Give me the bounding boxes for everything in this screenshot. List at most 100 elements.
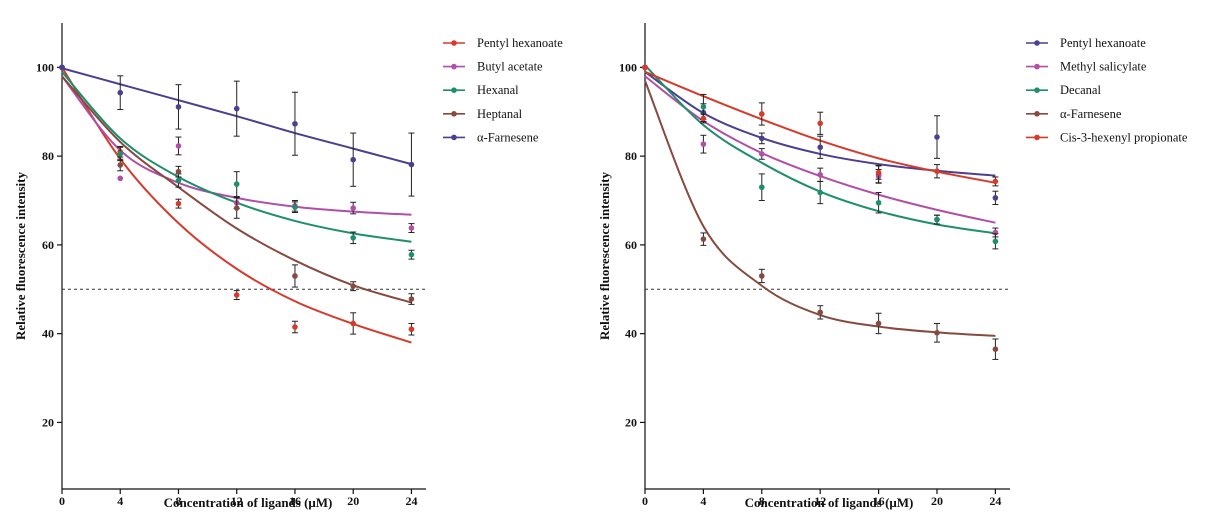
data-point [408,296,415,302]
data-point [759,151,765,157]
y-tick-label: 100 [36,60,54,74]
x-axis-label: Concentration of ligands (μM) [164,495,333,510]
legend-marker [1034,87,1040,93]
y-tick-label: 40 [625,327,637,341]
x-tick-label: 12 [814,494,826,508]
data-point [408,225,415,231]
data-point [700,141,707,147]
data-point [117,175,124,182]
data-point [700,115,707,122]
x-tick-label: 0 [642,494,648,508]
x-axis-label: Concentration of ligands (μM) [745,495,914,510]
legend-label: Pentyl hexanoate [477,36,563,50]
data-point [759,135,765,142]
data-point [934,134,940,140]
data-point [233,105,240,112]
legend-marker [451,87,457,93]
legend-label: α-Farnesene [477,130,539,144]
legend-marker [451,40,457,46]
x-tick-label: 4 [117,494,123,508]
data-point [408,161,415,168]
y-tick-label: 20 [625,415,637,429]
data-point [817,189,823,196]
legend-marker [451,63,457,70]
y-tick-label: 60 [42,238,54,252]
x-tick-label: 8 [759,494,765,508]
legend-label: Pentyl hexanoate [1060,36,1146,50]
data-point [117,151,124,157]
data-point [759,111,765,117]
data-point [875,169,882,176]
x-tick-label: 16 [289,494,301,508]
data-point [350,320,357,327]
data-point [175,177,182,184]
y-tick-label: 80 [42,149,54,163]
data-point [992,178,999,185]
data-point [759,273,765,279]
legend-label: Butyl acetate [477,60,543,74]
x-tick-label: 8 [175,494,181,508]
data-point [992,195,999,201]
data-point [408,251,415,258]
legend-label: Hexanal [477,83,519,97]
data-point [934,216,940,223]
legend-label: α-Farnesene [1060,107,1122,121]
data-point [292,120,298,127]
data-point [934,329,940,336]
data-point [175,104,182,110]
data-point [350,156,357,163]
data-point [875,199,882,206]
data-point [700,104,707,110]
data-point [408,326,415,333]
x-tick-label: 4 [700,494,706,508]
data-point [759,184,765,191]
legend-label: Methyl salicylate [1060,60,1147,74]
data-point [700,236,707,242]
data-point [175,168,182,175]
y-tick-label: 80 [625,149,637,163]
data-point [350,283,357,289]
data-point [934,168,940,175]
legend-marker [1034,40,1040,46]
y-tick-label: 40 [42,327,54,341]
data-point [59,64,65,71]
y-axis-label: Relative fluorescence intensity [597,172,612,340]
data-point [117,162,124,168]
data-point [817,144,823,151]
y-axis-label: Relative fluorescence intensity [13,172,28,340]
x-tick-label: 16 [873,494,885,508]
data-point [233,181,240,187]
x-tick-label: 20 [347,494,359,508]
data-point [642,64,648,71]
data-point [817,171,823,178]
y-tick-label: 60 [625,238,637,252]
data-point [292,204,298,210]
chart-panel-right: Concentration of ligands (μM) Relative f… [597,23,1188,510]
data-point [817,120,823,127]
legend-marker [1034,111,1040,117]
legend-label: Decanal [1060,83,1101,97]
x-tick-label: 24 [405,494,417,508]
legend-marker [451,111,457,117]
data-point [292,273,298,279]
data-point [817,309,823,316]
data-point [233,205,240,211]
legend-marker [1034,63,1040,70]
data-point [117,89,124,96]
data-point [175,200,182,207]
y-tick-label: 100 [619,60,637,74]
x-tick-label: 12 [231,494,243,508]
data-point [175,143,182,149]
data-point [350,205,357,211]
data-point [233,292,240,298]
x-tick-label: 24 [989,494,1001,508]
data-point [350,235,357,241]
data-point [992,346,999,353]
legend-marker [1034,134,1040,141]
legend-label: Heptanal [477,107,523,121]
x-tick-label: 0 [59,494,65,508]
legend-marker [451,134,457,141]
y-tick-label: 20 [42,415,54,429]
chart-panel-left: Concentration of ligands (μM) Relative f… [13,23,563,510]
data-point [875,320,882,327]
